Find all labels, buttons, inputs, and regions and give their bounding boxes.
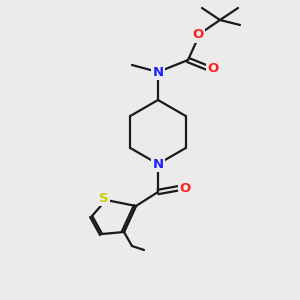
Text: O: O bbox=[192, 28, 204, 41]
Text: N: N bbox=[152, 158, 164, 170]
Text: S: S bbox=[99, 191, 109, 205]
Text: O: O bbox=[207, 61, 219, 74]
Text: N: N bbox=[152, 65, 164, 79]
Text: O: O bbox=[179, 182, 191, 194]
